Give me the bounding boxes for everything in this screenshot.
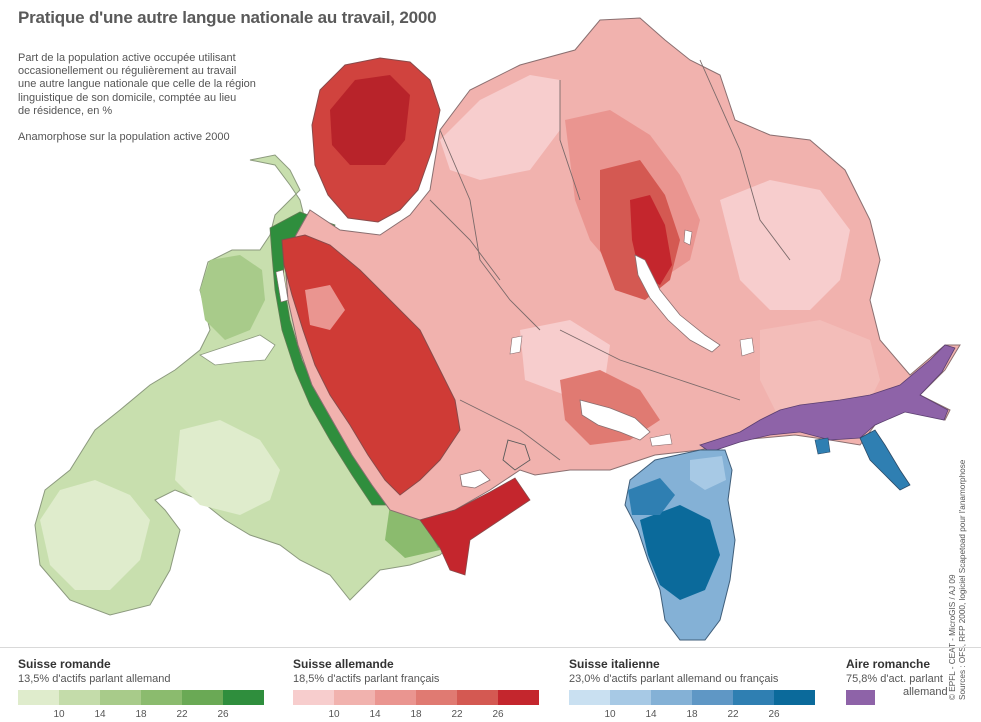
lake-zurich <box>634 254 721 353</box>
legend-tick-label: 14 <box>94 709 106 720</box>
region-romande-light <box>40 480 150 590</box>
description-line: occasionellement ou régulièrement au tra… <box>18 65 237 78</box>
legend-swatch <box>498 690 539 705</box>
legend-tick-label: 22 <box>176 709 188 720</box>
lake-small <box>739 337 755 357</box>
legend-romanche: Aire romanche 75,8% d'act. parlant <box>846 657 943 685</box>
legend-swatch <box>416 690 457 705</box>
lake-small <box>683 229 693 246</box>
lake-lucerne <box>579 399 651 441</box>
legend-swatch <box>774 690 815 705</box>
legend-subtitle: 23,0% d'actifs parlant allemand ou franç… <box>569 673 779 685</box>
legend-subtitle: 13,5% d'actifs parlant allemand <box>18 673 171 685</box>
legend-swatch <box>182 690 223 705</box>
legend-swatch <box>59 690 100 705</box>
canton-border <box>502 439 531 471</box>
map-description: Part de la population active occupée uti… <box>18 52 268 144</box>
region-basel-darkest <box>330 75 410 165</box>
legend-swatch <box>293 690 334 705</box>
legend-allemande: Suisse allemande 18,5% d'actifs parlant … <box>293 657 439 685</box>
legend-swatch <box>651 690 692 705</box>
lake-small <box>509 335 523 355</box>
legend-tick-label: 26 <box>768 709 780 720</box>
credits-line: © EPFL - CEAT - MicroGIS / AJ 09 <box>948 574 957 700</box>
region-engadin <box>859 429 911 491</box>
legend-tick-label: 10 <box>604 709 616 720</box>
legend-tick-label: 14 <box>369 709 381 720</box>
region-romande-light <box>175 420 280 515</box>
region-bern-pale <box>305 285 345 330</box>
legend-swatch-romanche <box>846 690 875 705</box>
legend-ramp-romande <box>18 690 264 705</box>
legend-tick-label: 10 <box>53 709 65 720</box>
legend-tick-label: 14 <box>645 709 657 720</box>
legend-italienne: Suisse italienne 23,0% d'actifs parlant … <box>569 657 778 685</box>
canton-border <box>429 59 791 461</box>
legend-swatch <box>457 690 498 705</box>
legend-tick-label: 18 <box>686 709 698 720</box>
legend-ramp-allemande <box>293 690 539 705</box>
legend-title: Aire romanche <box>846 657 931 671</box>
legend-ramp-italienne <box>569 690 815 705</box>
region-romanche <box>699 344 956 453</box>
legend-tick-label: 18 <box>410 709 422 720</box>
legend-tick-label: 26 <box>492 709 504 720</box>
region-engadin-small <box>814 437 831 455</box>
legend-title: Suisse allemande <box>293 657 394 671</box>
legend-romande: Suisse romande 13,5% d'actifs parlant al… <box>18 657 171 685</box>
legend-swatch <box>569 690 610 705</box>
region-italienne-dark <box>640 505 720 600</box>
legend-title: Suisse italienne <box>569 657 660 671</box>
region-italienne-mid <box>628 478 675 515</box>
legend-tick-label: 22 <box>727 709 739 720</box>
region-romande-medium <box>200 255 265 340</box>
legend-title: Suisse romande <box>18 657 111 671</box>
lake-geneva <box>199 334 276 366</box>
legend-subtitle: 75,8% d'act. parlant <box>846 673 943 685</box>
credits-line: Sources : OFS, RFP 2000, logiciel Scapet… <box>958 459 967 700</box>
legend-swatch <box>223 690 264 705</box>
lake-biel <box>275 269 289 303</box>
legend-swatch <box>610 690 651 705</box>
legend-divider <box>0 647 981 648</box>
legend-swatch <box>733 690 774 705</box>
lake-small <box>649 433 673 447</box>
lake-thun <box>459 469 491 489</box>
description-line: une autre langue nationale que celle de … <box>18 78 256 91</box>
legend-subtitle: 18,5% d'actifs parlant français <box>293 673 440 685</box>
legend-tick-label: 22 <box>451 709 463 720</box>
anamorphosis-note: Anamorphose sur la population active 200… <box>18 131 230 144</box>
legend-swatch <box>375 690 416 705</box>
region-allemande-pale <box>720 180 850 310</box>
legend-tick-label: 26 <box>217 709 229 720</box>
legend-tick-label: 10 <box>328 709 340 720</box>
credits: © EPFL - CEAT - MicroGIS / AJ 09 Sources… <box>948 460 968 700</box>
legend-subtitle: allemand <box>903 686 948 698</box>
legend-swatch <box>100 690 141 705</box>
description-line: linguistique de son domicile, comptée au… <box>18 91 237 104</box>
region-valais-south <box>419 477 531 576</box>
legend-swatch <box>18 690 59 705</box>
legend-swatch <box>141 690 182 705</box>
legend-swatch <box>334 690 375 705</box>
region-allemande-pale <box>440 75 560 180</box>
legend-swatch <box>692 690 733 705</box>
description-line: de résidence, en % <box>18 104 113 117</box>
description-line: Part de la population active occupée uti… <box>18 52 236 64</box>
legend-tick-label: 18 <box>135 709 147 720</box>
map-title: Pratique d'une autre langue nationale au… <box>18 8 437 27</box>
region-italienne-light <box>690 456 726 490</box>
cartogram-map <box>34 17 961 641</box>
